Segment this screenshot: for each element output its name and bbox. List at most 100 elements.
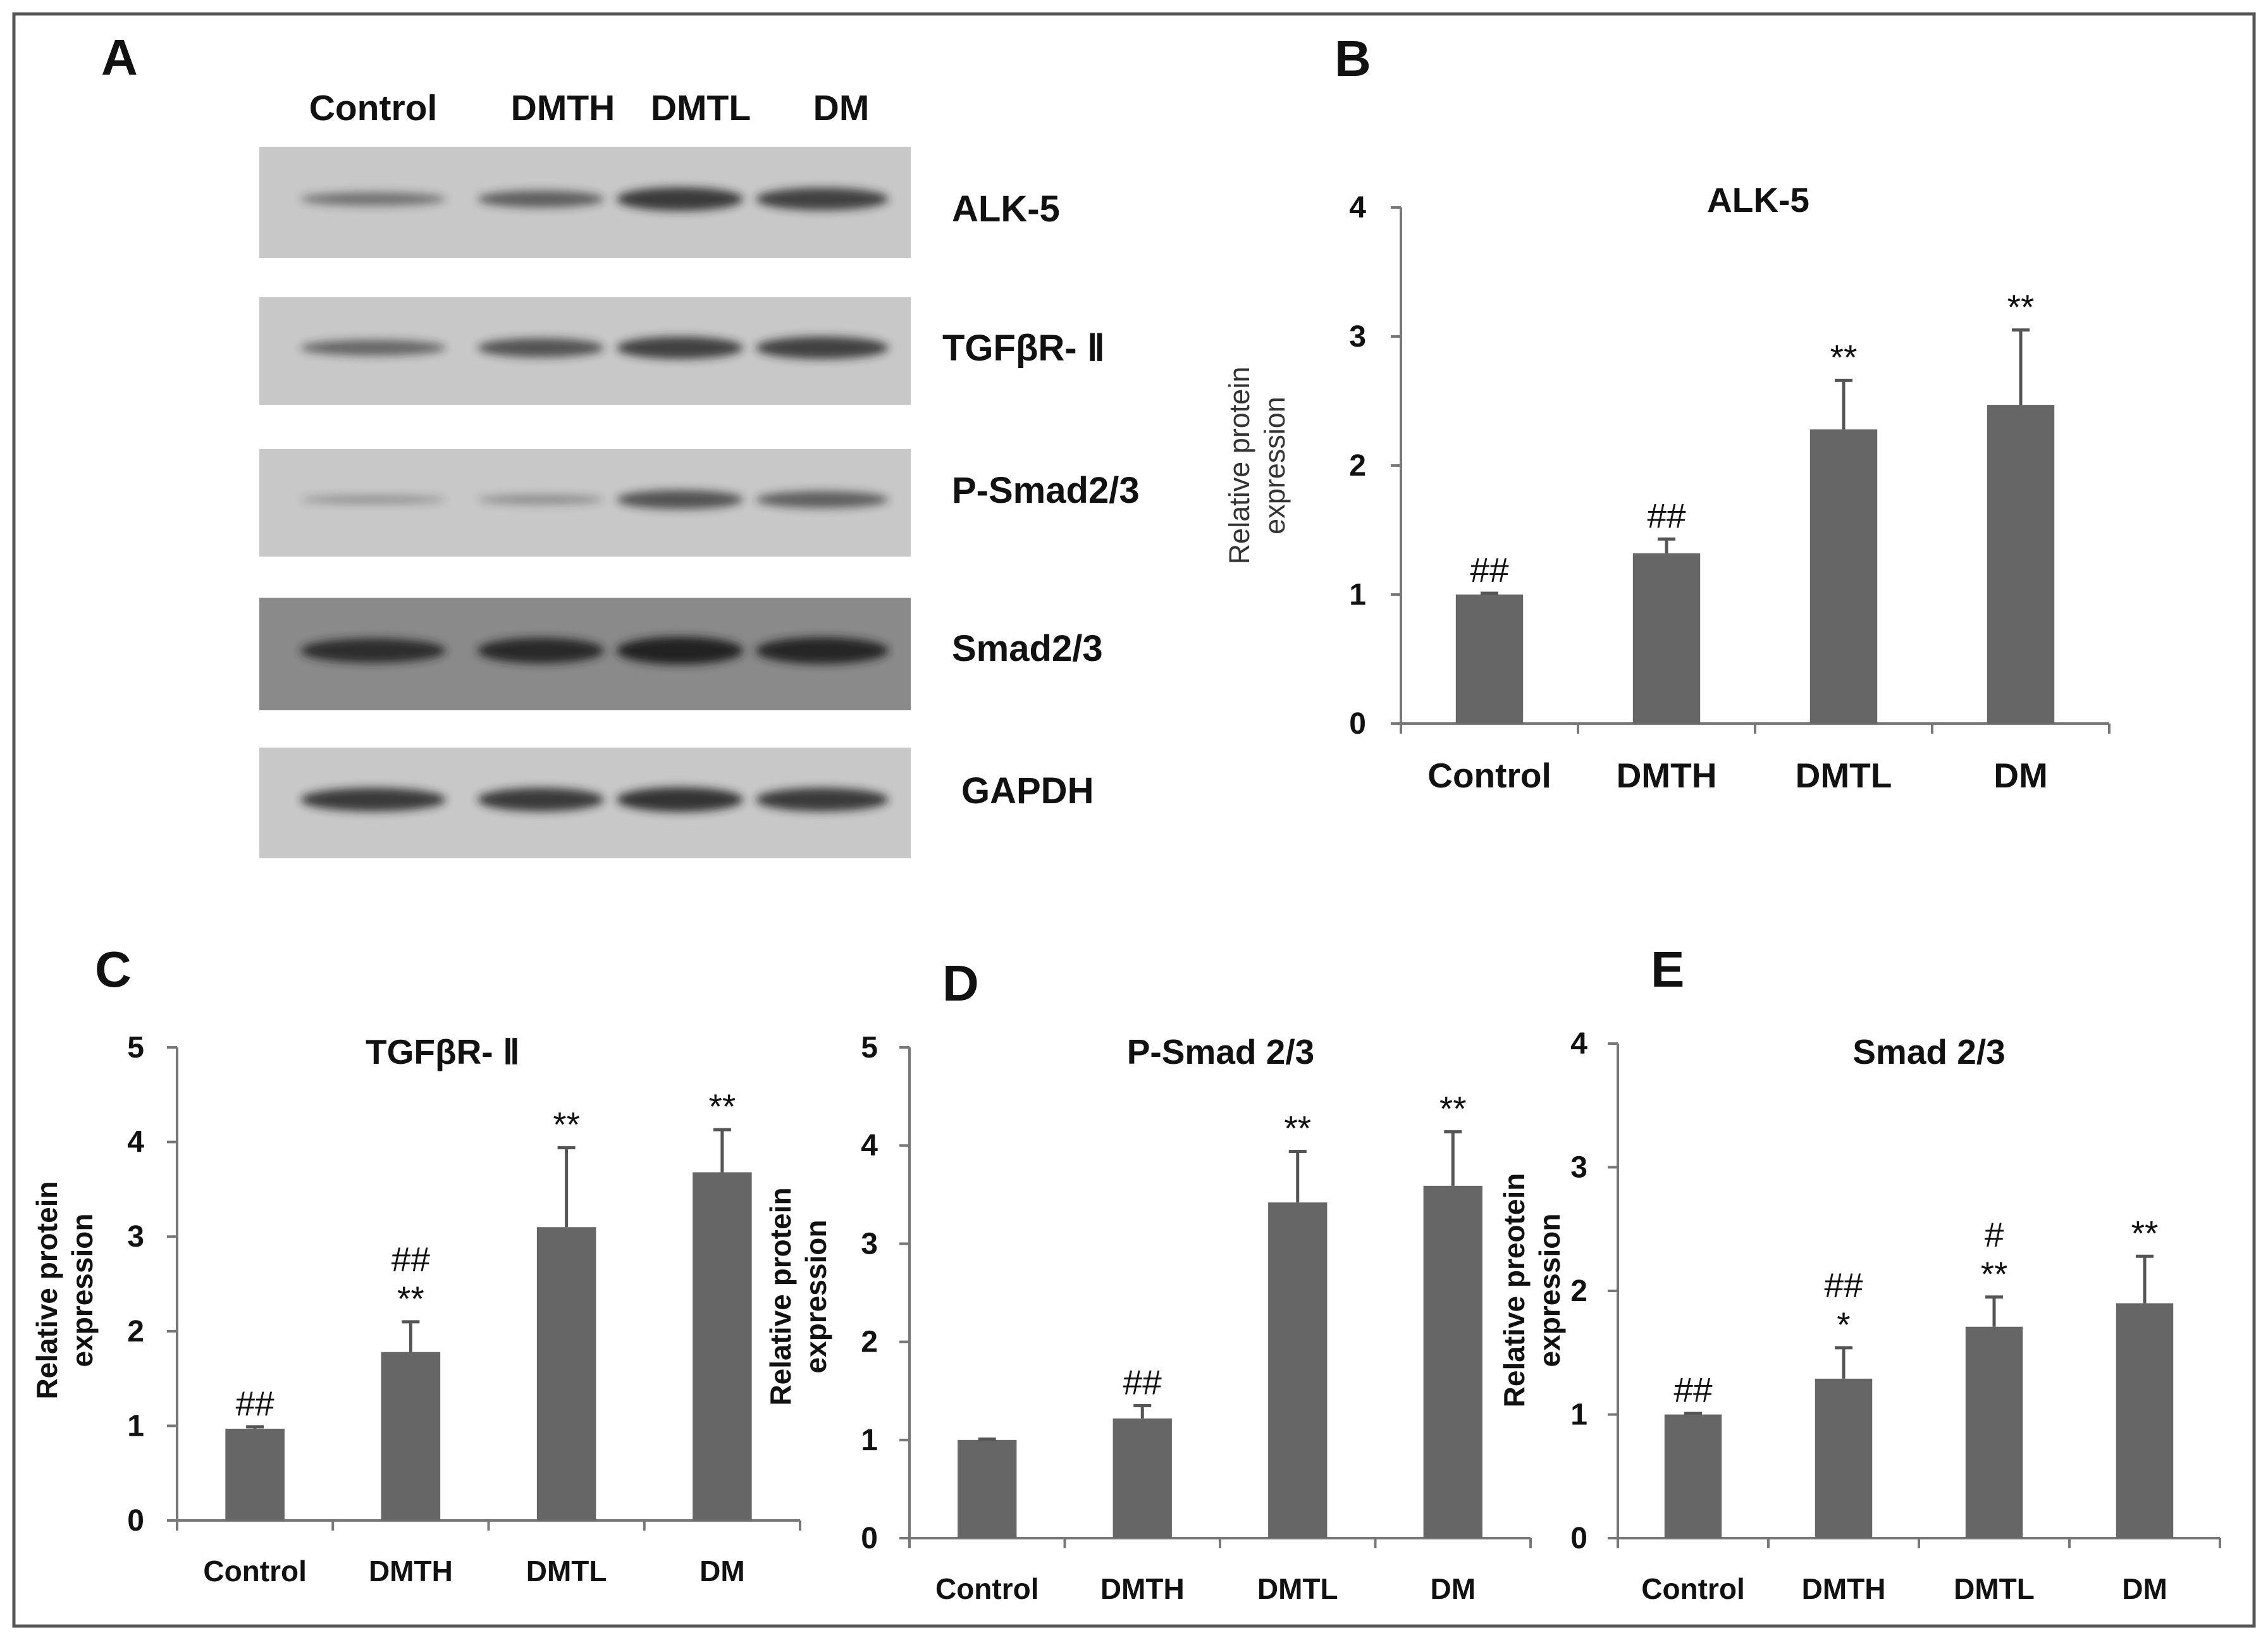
bar-dm: [1423, 1185, 1482, 1538]
blot-label-smad23: Smad2/3: [952, 628, 1103, 669]
significance-marker: ##: [1470, 550, 1509, 589]
chart-title: Smad 2/3: [1852, 1032, 2006, 1071]
y-tick-label: 0: [861, 1522, 878, 1555]
y-tick-label: 5: [861, 1031, 878, 1064]
blot-band: [756, 336, 889, 359]
chart-panel-e: Smad 2/3 Relative preoteinexpression 0 1 2 3 4…: [1498, 1027, 2221, 1605]
significance-marker: **: [1439, 1088, 1467, 1128]
y-axis-label-line: expression: [66, 1214, 99, 1367]
y-axis-label: Relative preoteinexpression: [1498, 1173, 1566, 1408]
x-category-label: DMTL: [526, 1555, 607, 1588]
blot-lane-label-dmtl: DMTL: [651, 88, 751, 128]
x-category-label: DM: [2122, 1572, 2167, 1605]
blot-label-alk5: ALK-5: [952, 188, 1060, 230]
chart-title: ALK-5: [1707, 180, 1809, 219]
blot-label-psmad23: P-Smad2/3: [952, 470, 1140, 511]
y-tick-label: 4: [127, 1126, 144, 1159]
blot-band: [617, 187, 743, 211]
x-category-label: Control: [1641, 1572, 1745, 1605]
blot-lane-label-control: Control: [309, 88, 438, 128]
blot-band: [617, 490, 743, 510]
figure-frame: [12, 12, 2256, 1628]
x-category-label: DMTL: [1257, 1572, 1338, 1605]
y-tick-label: 3: [861, 1227, 878, 1261]
blot-band: [300, 495, 446, 504]
blot-label-tgfbr2: TGFβR- Ⅱ: [942, 328, 1105, 369]
blot-band: [617, 636, 743, 665]
blot-band: [756, 187, 889, 211]
bar-dm: [2116, 1303, 2174, 1538]
x-category-label: DMTH: [1100, 1572, 1185, 1605]
blot-band: [300, 340, 446, 356]
significance-marker: **: [1284, 1109, 1311, 1148]
x-category-label: DM: [1994, 756, 2048, 795]
y-axis-label-line: Relative protein: [30, 1181, 63, 1399]
x-category-label: DM: [700, 1555, 745, 1588]
x-category-label: Control: [935, 1572, 1039, 1605]
significance-marker: ##: [1123, 1362, 1162, 1402]
x-category-label: DMTH: [369, 1555, 453, 1588]
blot-band: [617, 336, 743, 359]
x-category-label: DMTH: [1802, 1572, 1886, 1605]
panel-a: A Control DMTH DMTL DM ALK-5 TGFβR- Ⅱ P-…: [101, 29, 1140, 858]
blot-band: [478, 495, 604, 505]
significance-marker: *: [1837, 1305, 1850, 1344]
bar-dmtl: [1268, 1202, 1328, 1538]
y-tick-label: 5: [127, 1031, 144, 1064]
blot-protein-labels: ALK-5 TGFβR- Ⅱ P-Smad2/3 Smad2/3 GAPDH: [942, 188, 1140, 811]
y-axis-label: Relative proteinexpression: [30, 1181, 99, 1399]
bar-dmth: [1815, 1378, 1873, 1538]
significance-marker: **: [397, 1279, 424, 1318]
y-axis-label-line: expression: [1259, 397, 1291, 534]
y-tick-label: 1: [861, 1424, 878, 1457]
y-tick-label: 3: [1570, 1151, 1587, 1185]
bar-control: [958, 1440, 1017, 1538]
blot-lane-label-dm: DM: [813, 88, 870, 128]
y-axis-label-line: Relative protein: [764, 1187, 797, 1405]
y-axis-label-line: expression: [799, 1220, 832, 1374]
x-category-label: Control: [1427, 756, 1551, 795]
y-tick-label: 1: [1570, 1398, 1587, 1432]
blot-band: [478, 190, 604, 208]
bar-dmth: [1112, 1418, 1172, 1538]
blot-band: [478, 338, 604, 358]
significance-marker: ##: [391, 1240, 431, 1279]
y-tick-label: 2: [861, 1326, 878, 1359]
x-category-label: DMTL: [1796, 756, 1892, 795]
y-tick-label: 0: [127, 1504, 144, 1538]
blot-band: [300, 638, 446, 663]
significance-marker: ##: [1673, 1371, 1713, 1410]
y-tick-label: 3: [127, 1220, 144, 1254]
y-tick-label: 1: [1349, 578, 1366, 612]
bar-control: [1664, 1414, 1722, 1538]
significance-marker: #: [1985, 1215, 2004, 1254]
y-tick-label: 4: [1570, 1027, 1587, 1061]
blot-band: [617, 787, 743, 812]
bar-control: [225, 1428, 285, 1520]
chart-title: P-Smad 2/3: [1127, 1032, 1315, 1071]
y-axis-label-line: Relative protein: [1223, 367, 1255, 565]
y-tick-label: 0: [1349, 707, 1366, 741]
x-category-label: Control: [203, 1555, 307, 1588]
significance-marker: **: [2131, 1213, 2159, 1252]
blot-lane-labels: Control DMTH DMTL DM: [309, 88, 870, 128]
significance-marker: **: [2007, 287, 2035, 326]
panel-letter-a: A: [101, 29, 138, 85]
bar-dmtl: [1965, 1326, 2023, 1538]
y-tick-label: 4: [861, 1129, 878, 1162]
bar-control: [1455, 595, 1524, 724]
significance-marker: **: [1981, 1254, 2008, 1293]
chart-panel-d: P-Smad 2/3 Relative proteinexpression 0 1 2 3…: [764, 1031, 1532, 1605]
y-axis-label-line: expression: [1533, 1214, 1566, 1367]
panel-letter-c: C: [95, 941, 132, 997]
significance-marker: **: [1830, 337, 1858, 376]
y-axis-label: Relative proteinexpression: [764, 1187, 832, 1405]
blot-label-gapdh: GAPDH: [961, 770, 1094, 811]
panel-letter-b: B: [1334, 30, 1371, 87]
blot-band: [756, 491, 889, 509]
y-tick-label: 2: [1349, 449, 1366, 483]
blot-strips: [259, 147, 911, 858]
panel-letter-e: E: [1651, 941, 1684, 997]
